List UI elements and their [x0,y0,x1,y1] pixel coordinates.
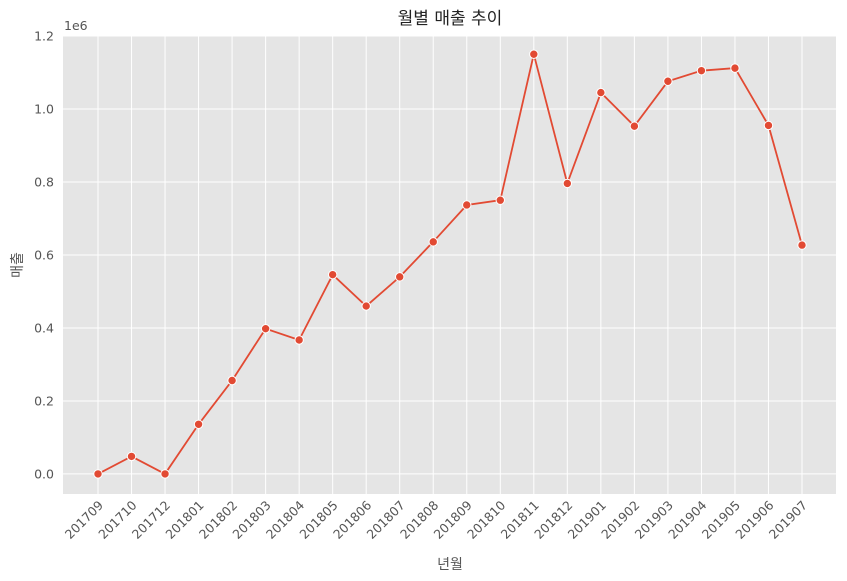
data-points [93,49,807,479]
data-point [763,120,774,131]
data-point [93,469,103,479]
data-point [495,195,505,205]
y-offset-label: 1e6 [64,18,88,33]
x-axis-label: 년월 [437,557,463,573]
data-point [227,375,237,386]
data-point [529,49,539,59]
data-point [797,240,807,250]
data-point [260,323,271,334]
y-tick-label: 0.0 [34,466,54,481]
data-point [193,419,204,429]
y-tick-label: 0.6 [34,247,54,262]
data-point [428,237,438,247]
data-point [562,178,573,189]
y-tick-label: 1.2 [34,29,54,44]
data-point [663,76,673,86]
data-point [327,269,338,280]
y-tick-label: 0.8 [34,174,54,189]
data-point [462,200,472,210]
y-tick-labels: 0.0 0.2 0.4 0.6 0.8 1.0 1.2 [34,29,54,482]
data-point [596,87,606,98]
y-tick-label: 1.0 [34,101,54,116]
plot-background [63,36,836,494]
y-tick-label: 0.2 [34,393,54,408]
data-point [696,65,707,76]
x-tick-labels: 2017092017102017122018012018022018032018… [62,497,810,541]
series-line [97,53,803,476]
data-point [294,335,304,345]
y-tick-label: 0.4 [34,320,54,335]
data-point [730,63,740,73]
y-axis-label: 매출 [10,252,26,278]
data-point [629,121,640,131]
data-point [395,272,405,282]
data-point [126,451,137,462]
data-point [160,469,170,479]
data-point [361,301,371,311]
chart-title: 월별 매출 추이 [398,9,503,29]
gridlines [63,35,836,494]
